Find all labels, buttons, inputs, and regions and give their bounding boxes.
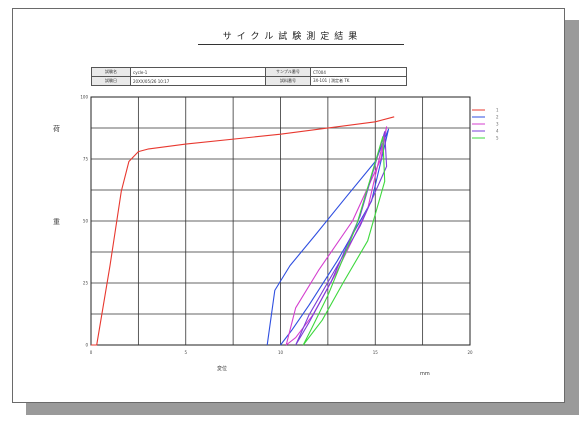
- y-tick-label: 25: [83, 281, 89, 286]
- x-axis-label: 変位: [217, 366, 228, 372]
- legend-label: 3: [496, 122, 499, 127]
- legend-label: 5: [496, 136, 499, 141]
- legend-label: 4: [496, 129, 499, 134]
- x-tick-label: 0: [90, 350, 93, 355]
- info-value: 3X-101 | 測定者 TK: [310, 76, 407, 86]
- title-underline: [198, 44, 404, 45]
- operator-label: 測定者: [331, 78, 344, 83]
- x-tick-label: 10: [278, 350, 284, 355]
- series-line: [91, 116, 395, 346]
- y-axis-label-2: 重: [53, 218, 60, 226]
- x-tick-label: 20: [467, 350, 473, 355]
- legend-label: 2: [496, 115, 499, 120]
- y-tick-label: 100: [80, 95, 88, 100]
- y-tick-label: 75: [83, 157, 89, 162]
- legend-label: 1: [496, 108, 499, 113]
- series-line: [285, 126, 388, 346]
- chart-title: サイクル試験測定結果: [222, 32, 363, 42]
- y-tick-label: 0: [85, 343, 88, 348]
- y-axis-label-1: 荷: [53, 125, 60, 133]
- series-line: [302, 136, 386, 346]
- sample-id: 3X-101: [313, 78, 328, 83]
- x-axis-unit: mm: [420, 371, 430, 377]
- x-tick-label: 5: [184, 350, 187, 355]
- info-table: 試験名 cycle-1 サンプル番号 CT004 試験日 20XX/05/26 …: [91, 67, 407, 86]
- info-row: 試験日 20XX/05/26 10:17 試料番号 3X-101 | 測定者 T…: [91, 76, 407, 86]
- x-tick-label: 15: [373, 350, 379, 355]
- operator-value: TK: [344, 78, 350, 83]
- series-line: [266, 128, 390, 346]
- y-tick-label: 50: [83, 219, 89, 224]
- series-line: [295, 131, 388, 346]
